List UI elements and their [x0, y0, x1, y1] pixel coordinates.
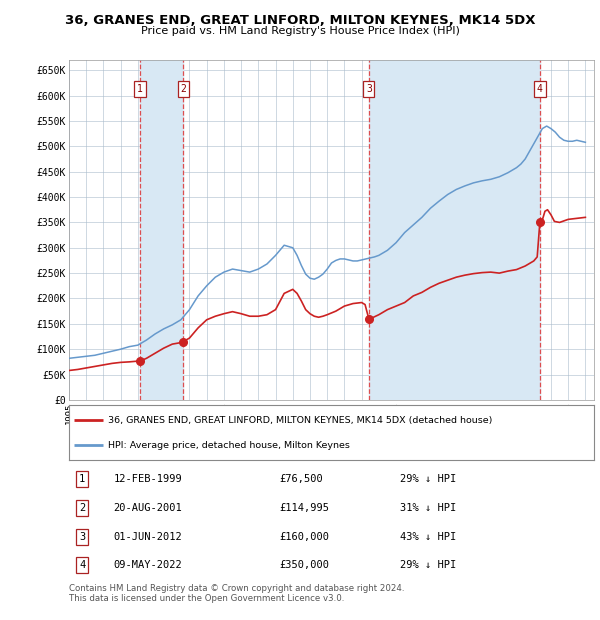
Text: HPI: Average price, detached house, Milton Keynes: HPI: Average price, detached house, Milt…: [109, 441, 350, 450]
Text: 4: 4: [537, 84, 543, 94]
Text: 12-FEB-1999: 12-FEB-1999: [113, 474, 182, 484]
Text: 09-MAY-2022: 09-MAY-2022: [113, 560, 182, 570]
Text: £76,500: £76,500: [279, 474, 323, 484]
Text: 2: 2: [181, 84, 187, 94]
Text: £350,000: £350,000: [279, 560, 329, 570]
Text: 36, GRANES END, GREAT LINFORD, MILTON KEYNES, MK14 5DX (detached house): 36, GRANES END, GREAT LINFORD, MILTON KE…: [109, 416, 493, 425]
Text: 31% ↓ HPI: 31% ↓ HPI: [400, 503, 456, 513]
Bar: [369, 60, 540, 400]
Text: 3: 3: [79, 532, 85, 542]
Text: £160,000: £160,000: [279, 532, 329, 542]
Text: 20-AUG-2001: 20-AUG-2001: [113, 503, 182, 513]
Text: 01-JUN-2012: 01-JUN-2012: [113, 532, 182, 542]
Text: 1: 1: [79, 474, 85, 484]
Text: Price paid vs. HM Land Registry's House Price Index (HPI): Price paid vs. HM Land Registry's House …: [140, 26, 460, 36]
Text: 4: 4: [79, 560, 85, 570]
Text: £114,995: £114,995: [279, 503, 329, 513]
Text: 36, GRANES END, GREAT LINFORD, MILTON KEYNES, MK14 5DX: 36, GRANES END, GREAT LINFORD, MILTON KE…: [65, 14, 535, 27]
Text: Contains HM Land Registry data © Crown copyright and database right 2024.
This d: Contains HM Land Registry data © Crown c…: [69, 584, 404, 603]
Text: 43% ↓ HPI: 43% ↓ HPI: [400, 532, 456, 542]
Text: 29% ↓ HPI: 29% ↓ HPI: [400, 560, 456, 570]
Bar: [140, 60, 184, 400]
Text: 1: 1: [137, 84, 143, 94]
Text: 29% ↓ HPI: 29% ↓ HPI: [400, 474, 456, 484]
Text: 2: 2: [79, 503, 85, 513]
Text: 3: 3: [366, 84, 372, 94]
